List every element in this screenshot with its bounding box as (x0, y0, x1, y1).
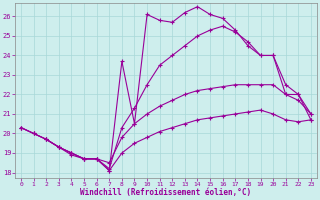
X-axis label: Windchill (Refroidissement éolien,°C): Windchill (Refroidissement éolien,°C) (80, 188, 252, 197)
